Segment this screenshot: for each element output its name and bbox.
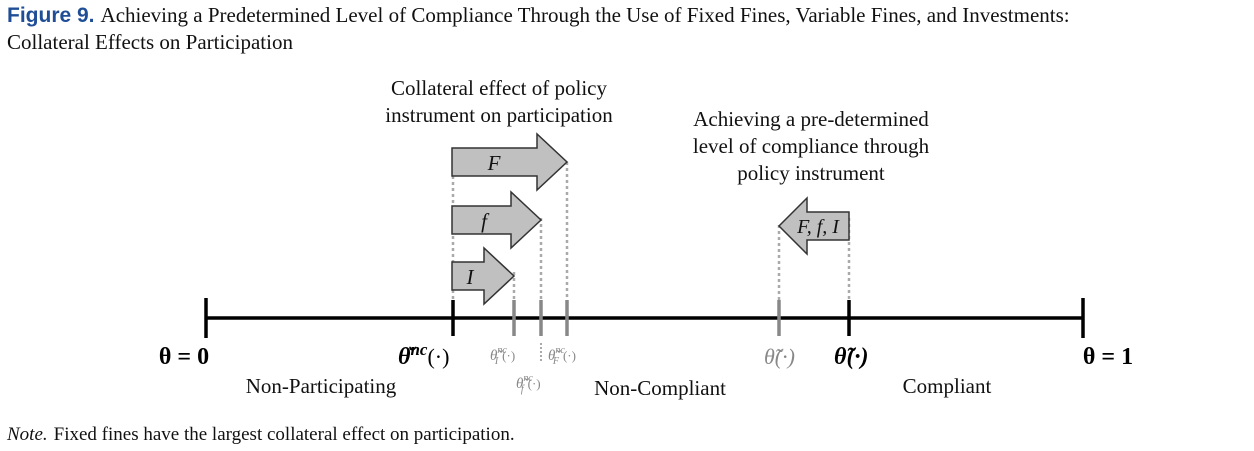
figure-title-line1: Achieving a Predetermined Level of Compl… (100, 3, 1070, 27)
region-compliant: Compliant (903, 374, 992, 398)
figure-label: Figure 9. (7, 4, 95, 27)
theta-nc-arg: (·) (427, 344, 449, 369)
region-non-participating: Non-Participating (246, 374, 397, 398)
figure-note: Note. Fixed fines have the largest collat… (7, 424, 515, 446)
theta-f-sub: f (521, 384, 525, 395)
achieving-annotation-line3: policy instrument (737, 161, 885, 185)
arrow-investment (451, 246, 516, 306)
theta-f-arg: (·) (528, 376, 541, 391)
collateral-annotation-line1: Collateral effect of policy (391, 76, 607, 100)
theta-nc-label: θ̆nc(·) (398, 340, 449, 370)
collateral-annotation-line2: instrument on participation (385, 103, 613, 127)
theta-tilde-black-label: θ̃(·) (834, 344, 868, 370)
arrow-variable-fine (451, 190, 543, 250)
arrow-variable-fine-label: f (481, 209, 490, 233)
theta-I-arg: (·) (502, 348, 515, 363)
arrow-combined-label: F, f, I (796, 216, 840, 238)
theta-f-sup: nc (523, 373, 533, 384)
region-non-compliant: Non-Compliant (594, 376, 726, 400)
theta-F-arg: (·) (563, 348, 576, 363)
arrow-combined (777, 196, 850, 256)
achieving-annotation-line1: Achieving a pre-determined (693, 107, 929, 131)
theta-I-label: θ̆nc I (·) (490, 345, 515, 367)
achieving-annotation-line2: level of compliance through (693, 134, 930, 158)
theta-nc-sup: nc (410, 340, 427, 359)
arrow-fixed-fine-label: F (487, 151, 501, 175)
theta-I-sup: nc (497, 345, 507, 356)
theta-F-label: θ̆nc F (·) (548, 345, 576, 367)
theta-f-label: θ̆nc f (·) (516, 373, 541, 395)
theta-F-sub: F (552, 356, 560, 367)
figure-title-line2: Collateral Effects on Participation (7, 30, 293, 54)
theta-tilde-gray-label: θ̃(·) (764, 344, 795, 369)
theta-one-label: θ = 1 (1083, 344, 1133, 370)
arrow-fixed-fine (451, 132, 569, 192)
note-text: Fixed fines have the largest collateral … (53, 424, 515, 445)
theta-I-sub: I (494, 356, 499, 367)
note-label: Note. (7, 424, 48, 445)
figure-caption: Figure 9. Achieving a Predetermined Level… (7, 2, 1247, 55)
arrow-investment-label: I (466, 265, 475, 289)
theta-zero-label: θ = 0 (159, 344, 209, 370)
theta-F-sup: nc (555, 345, 565, 356)
